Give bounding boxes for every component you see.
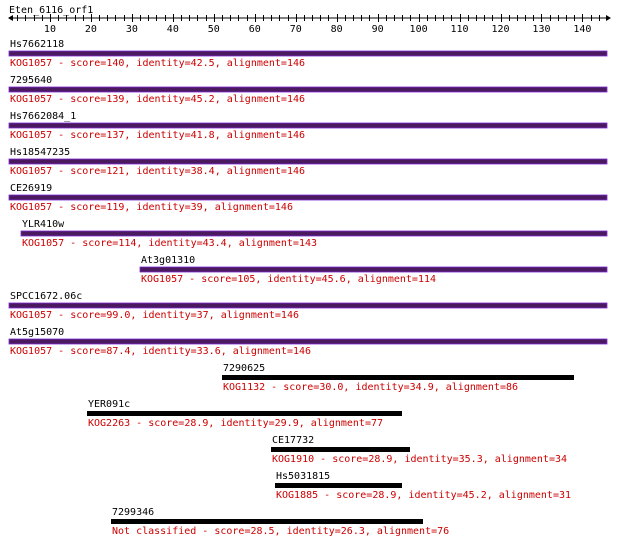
hit-name: Hs7662084_1 xyxy=(10,111,76,122)
hit-bar[interactable] xyxy=(8,122,608,129)
hit-name: CE26919 xyxy=(10,183,52,194)
hit-name: Hs18547235 xyxy=(10,147,70,158)
hit-description: KOG1885 - score=28.9, identity=45.2, ali… xyxy=(276,490,571,501)
hit-name: Hs7662118 xyxy=(10,39,64,50)
hit-name: CE17732 xyxy=(272,435,314,446)
axis-tick-label: 10 xyxy=(44,24,56,35)
axis-tick-label: 130 xyxy=(532,24,550,35)
axis-tick-label: 50 xyxy=(208,24,220,35)
hit-description: KOG1910 - score=28.9, identity=35.3, ali… xyxy=(272,454,567,465)
position-axis: 10 20 30 40 50 60 70 80 90 100 110 120 130 140 xyxy=(8,14,611,35)
hit-description: KOG1057 - score=99.0, identity=37, align… xyxy=(10,310,299,321)
axis-tick-label: 70 xyxy=(290,24,302,35)
hit-bar[interactable] xyxy=(8,338,608,345)
hit-description: KOG1057 - score=139, identity=45.2, alig… xyxy=(10,94,305,105)
hit-description: KOG1057 - score=121, identity=38.4, alig… xyxy=(10,166,305,177)
hit-row: Hs5031815 KOG1885 - score=28.9, identity=… xyxy=(275,471,571,501)
hit-row: CE26919 KOG1057 - score=119, identity=39,… xyxy=(8,183,608,213)
hit-description: Not classified - score=28.5, identity=26… xyxy=(112,526,449,537)
hit-row: SPCC1672.06c KOG1057 - score=99.0, identi… xyxy=(8,291,608,321)
hit-row: 7295640 KOG1057 - score=139, identity=45.… xyxy=(8,75,608,105)
hit-row: YER091c KOG2263 - score=28.9, identity=29… xyxy=(87,399,402,429)
hit-name: YER091c xyxy=(88,399,130,410)
hit-bar[interactable] xyxy=(271,447,410,452)
hit-bar[interactable] xyxy=(275,483,402,488)
hit-bar[interactable] xyxy=(222,375,574,380)
hit-row: 7299346 Not classified - score=28.5, iden… xyxy=(111,507,449,537)
axis-tick-label: 60 xyxy=(249,24,261,35)
hit-name: YLR410w xyxy=(22,219,65,230)
hit-row: Hs7662084_1 KOG1057 - score=137, identity… xyxy=(8,111,608,141)
hit-name: 7290625 xyxy=(223,363,265,374)
hit-bar[interactable] xyxy=(8,158,608,165)
hit-row: CE17732 KOG1910 - score=28.9, identity=35… xyxy=(271,435,567,465)
axis-tick-label: 90 xyxy=(372,24,384,35)
hit-row: At5g15070 KOG1057 - score=87.4, identity=… xyxy=(8,327,608,357)
axis-arrow-right xyxy=(606,15,611,21)
axis-tick-label: 40 xyxy=(167,24,179,35)
axis-tick-label: 100 xyxy=(410,24,428,35)
hit-name: At5g15070 xyxy=(10,327,64,338)
hit-row: Hs7662118 KOG1057 - score=140, identity=4… xyxy=(8,39,608,69)
hit-list: Hs7662118 KOG1057 - score=140, identity=4… xyxy=(8,39,608,537)
hit-bar[interactable] xyxy=(8,50,608,57)
hit-name: 7299346 xyxy=(112,507,154,518)
hit-description: KOG1057 - score=105, identity=45.6, alig… xyxy=(141,274,436,285)
hit-description: KOG1057 - score=87.4, identity=33.6, ali… xyxy=(10,346,311,357)
axis-tick-label: 30 xyxy=(126,24,138,35)
hit-name: SPCC1672.06c xyxy=(10,291,82,302)
hit-description: KOG2263 - score=28.9, identity=29.9, ali… xyxy=(88,418,383,429)
hit-row: YLR410w KOG1057 - score=114, identity=43.… xyxy=(20,219,608,249)
hit-bar[interactable] xyxy=(20,230,608,237)
hit-description: KOG1057 - score=119, identity=39, alignm… xyxy=(10,202,293,213)
axis-tick-label: 80 xyxy=(331,24,343,35)
hit-bar[interactable] xyxy=(87,411,402,416)
sequence-title: Eten_6116_orf1 xyxy=(9,5,93,16)
hit-name: At3g01310 xyxy=(141,255,195,266)
hit-description: KOG1057 - score=140, identity=42.5, alig… xyxy=(10,58,305,69)
axis-tick-label: 140 xyxy=(573,24,591,35)
hit-bar[interactable] xyxy=(139,266,608,273)
hit-row: At3g01310 KOG1057 - score=105, identity=4… xyxy=(139,255,608,285)
hit-name: 7295640 xyxy=(10,75,52,86)
hit-bar[interactable] xyxy=(8,86,608,93)
axis-tick-label: 120 xyxy=(491,24,509,35)
hit-name: Hs5031815 xyxy=(276,471,330,482)
hit-row: 7290625 KOG1132 - score=30.0, identity=34… xyxy=(222,363,574,393)
axis-arrow-left xyxy=(8,15,13,21)
hit-bar[interactable] xyxy=(8,194,608,201)
hit-description: KOG1132 - score=30.0, identity=34.9, ali… xyxy=(223,382,518,393)
hit-description: KOG1057 - score=114, identity=43.4, alig… xyxy=(22,238,317,249)
hit-row: Hs18547235 KOG1057 - score=121, identity=… xyxy=(8,147,608,177)
axis-tick-label: 20 xyxy=(85,24,97,35)
hit-bar[interactable] xyxy=(111,519,423,524)
axis-tick-label: 110 xyxy=(451,24,469,35)
hit-description: KOG1057 - score=137, identity=41.8, alig… xyxy=(10,130,305,141)
hit-bar[interactable] xyxy=(8,302,608,309)
